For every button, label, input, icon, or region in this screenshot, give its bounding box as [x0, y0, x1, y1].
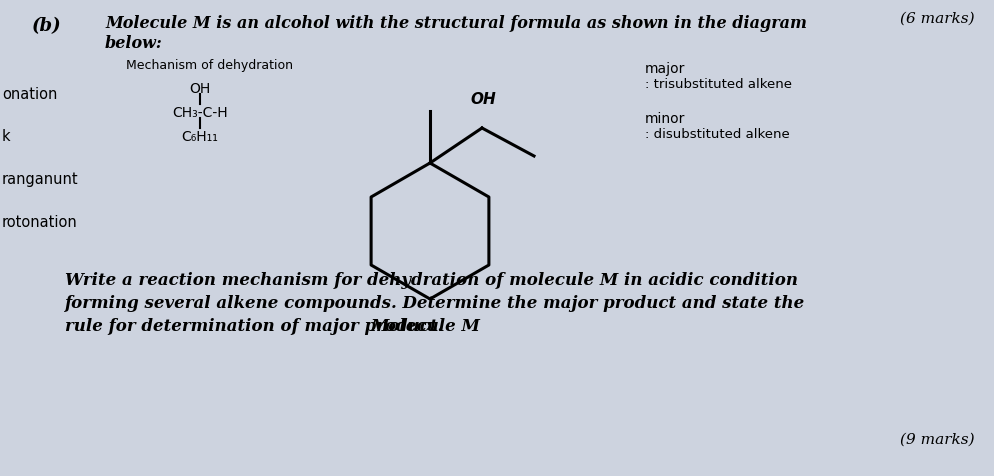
Text: forming several alkene compounds. Determine the major product and state the: forming several alkene compounds. Determ…: [65, 294, 805, 311]
Text: (9 marks): (9 marks): [901, 432, 975, 446]
Text: : trisubstituted alkene: : trisubstituted alkene: [645, 78, 792, 91]
Text: ranganunt: ranganunt: [2, 172, 79, 187]
Text: minor: minor: [645, 112, 686, 126]
Text: Write a reaction mechanism for dehydration of molecule M in acidic condition: Write a reaction mechanism for dehydrati…: [65, 271, 798, 288]
Text: (b): (b): [32, 17, 62, 35]
Text: rule for determination of major product.: rule for determination of major product.: [65, 317, 443, 334]
Text: Molecule M is an alcohol with the structural formula as shown in the diagram: Molecule M is an alcohol with the struct…: [105, 15, 807, 32]
Text: onation: onation: [2, 87, 58, 102]
Text: (6 marks): (6 marks): [901, 12, 975, 26]
Text: : disubstituted alkene: : disubstituted alkene: [645, 128, 790, 141]
Text: below:: below:: [105, 35, 163, 52]
Text: CH₃-C-H: CH₃-C-H: [172, 106, 228, 120]
Text: Molecule M: Molecule M: [370, 317, 480, 334]
Text: rotonation: rotonation: [2, 215, 78, 229]
Text: major: major: [645, 62, 686, 76]
Text: OH: OH: [190, 82, 211, 96]
Text: Mechanism of dehydration: Mechanism of dehydration: [126, 59, 293, 72]
Text: C₆H₁₁: C₆H₁₁: [182, 130, 219, 144]
Text: k: k: [2, 129, 11, 144]
Text: OH: OH: [470, 92, 496, 107]
